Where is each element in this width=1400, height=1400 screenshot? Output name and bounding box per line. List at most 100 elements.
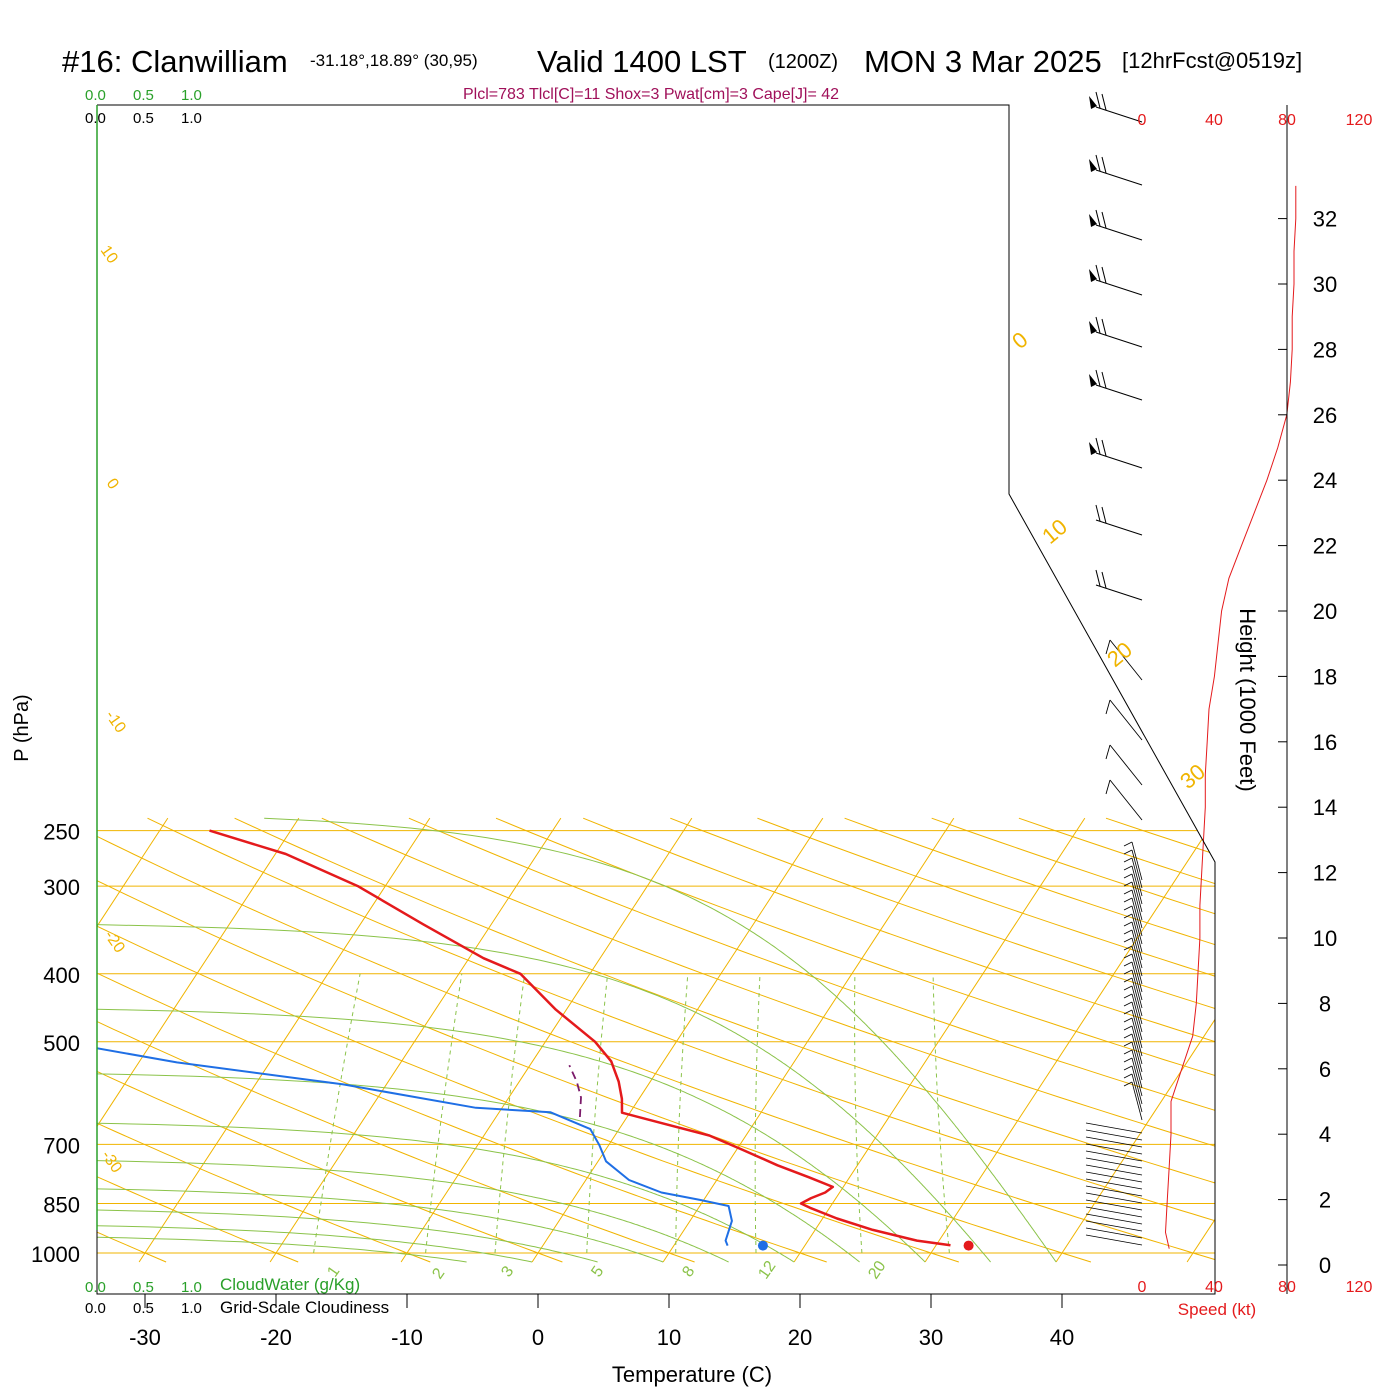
wind-barb [1123, 1017, 1133, 1023]
wind-barb [1131, 969, 1143, 1009]
station-coords: -31.18°,18.89° (30,95) [310, 51, 478, 70]
temperature-tick-label: 0 [532, 1325, 544, 1350]
isotherm-label: -30 [98, 1148, 125, 1177]
bottom-cloudiness-tick: 0.0 [85, 1300, 106, 1317]
height-tick-label: 14 [1313, 795, 1337, 820]
wind-barb [1105, 744, 1111, 760]
wind-barb [1085, 1199, 1143, 1211]
dry-adiabat-line [97, 817, 1215, 1263]
sounding-profiles [97, 829, 974, 1251]
wind-barb [1105, 779, 1111, 795]
mixing-ratio-line [675, 973, 689, 1254]
moist-adiabat-line [97, 1214, 533, 1263]
dry-adiabat-line [670, 817, 1215, 1263]
wind-barb [1085, 1157, 1143, 1169]
top-cloudwater-tick: 1.0 [181, 87, 202, 104]
dry-adiabat-line [234, 817, 1215, 1263]
temperature-tick-label: 10 [657, 1325, 681, 1350]
wind-barb [1095, 106, 1143, 123]
moist-adiabat-line [97, 817, 926, 1263]
wind-barb [1105, 699, 1111, 715]
wind-barb [1123, 953, 1133, 959]
wind-barb [1131, 1081, 1143, 1121]
wind-barb [1131, 873, 1143, 913]
wind-barb [1123, 977, 1133, 983]
isotherm-label: -20 [101, 928, 128, 957]
wind-barb [1123, 897, 1133, 903]
speed-tick-bottom: 0 [1138, 1279, 1147, 1296]
height-tick-label: 8 [1319, 991, 1331, 1016]
mixing-ratio-line [425, 973, 463, 1254]
dry-adiabat-line [583, 817, 1215, 1263]
wind-barb [1085, 1227, 1143, 1239]
surface-temperature-marker [963, 1240, 974, 1251]
moist-adiabat-line [264, 817, 1057, 1263]
wind-barb [1095, 437, 1101, 455]
height-tick-label: 22 [1313, 534, 1337, 559]
bottom-cloudiness-tick: 1.0 [181, 1300, 202, 1317]
dry-adiabat-line [97, 817, 827, 1263]
wind-barb [1123, 993, 1133, 999]
wind-barb [1085, 1234, 1143, 1246]
height-tick-label: 28 [1313, 337, 1337, 362]
bottom-cloudwater-tick: 1.0 [181, 1279, 202, 1296]
wind-barb [1131, 1033, 1143, 1073]
pressure-ticks: 250 300 400 500 700 850 1000 [31, 820, 80, 1267]
background-grid [97, 817, 1215, 1263]
wind-barb [1131, 1049, 1143, 1089]
parcel-line [568, 1064, 582, 1118]
dry-adiabat-line [97, 817, 431, 1263]
top-cloudiness-tick: 0.5 [133, 110, 154, 127]
wind-barb [1131, 945, 1143, 985]
utc-time: (1200Z) [768, 51, 838, 73]
wind-barb [1095, 584, 1143, 601]
pressure-tick-label: 300 [43, 875, 80, 900]
bottom-cloudwater-scale: 0.0 0.5 1.0 CloudWater (g/Kg) [85, 1275, 360, 1296]
speed-tick-top: 0 [1138, 112, 1147, 129]
speed-tick-bottom: 120 [1346, 1279, 1373, 1296]
mixing-ratio-label: 8 [679, 1263, 698, 1280]
wind-barb [1123, 881, 1133, 887]
wind-barb [1085, 1171, 1143, 1183]
wind-barb [1101, 266, 1107, 284]
temperature-tick-label: 20 [788, 1325, 812, 1350]
speed-tick-top: 120 [1346, 112, 1373, 129]
wind-barb [1131, 913, 1143, 953]
wind-barb [1095, 279, 1143, 296]
wind-barb [1123, 1033, 1133, 1039]
wind-barb [1131, 905, 1143, 945]
wind-barb [1095, 384, 1143, 401]
wind-barb [1095, 91, 1101, 109]
isotherm-line [269, 817, 562, 1263]
top-cloudwater-scale: 0.0 0.5 1.0 [85, 87, 202, 104]
isotherm-label: 0 [1007, 327, 1032, 354]
height-tick-label: 2 [1319, 1188, 1331, 1213]
wind-barb [1085, 1150, 1143, 1162]
wind-barb [1123, 961, 1133, 967]
wind-barb [1085, 1164, 1143, 1176]
moist-adiabat-line [97, 1225, 467, 1263]
wind-barb [1123, 945, 1133, 951]
dry-adiabat-line [97, 817, 1092, 1263]
wind-barb [1131, 1009, 1143, 1049]
valid-time: Valid 1400 LST [537, 44, 747, 79]
temperature-line [209, 829, 951, 1247]
moist-adiabat-line [97, 1198, 598, 1263]
bottom-cloudiness-label: Grid-Scale Cloudiness [220, 1298, 389, 1317]
wind-barb [1085, 1143, 1143, 1155]
height-tick-label: 0 [1319, 1253, 1331, 1278]
isotherm-label: 0 [103, 476, 122, 493]
wind-barb [1123, 857, 1133, 863]
height-tick-label: 18 [1313, 664, 1337, 689]
wind-barb [1131, 1057, 1143, 1097]
wind-barb [1101, 439, 1107, 457]
temperature-tick-label: 40 [1050, 1325, 1074, 1350]
wind-barb [1095, 316, 1101, 334]
moist-adiabat-line [97, 817, 991, 1263]
wind-barb [1131, 849, 1143, 889]
wind-barb [1123, 1025, 1133, 1031]
top-cloudiness-tick: 1.0 [181, 110, 202, 127]
wind-barb [1123, 985, 1133, 991]
wind-barb [1131, 881, 1143, 921]
